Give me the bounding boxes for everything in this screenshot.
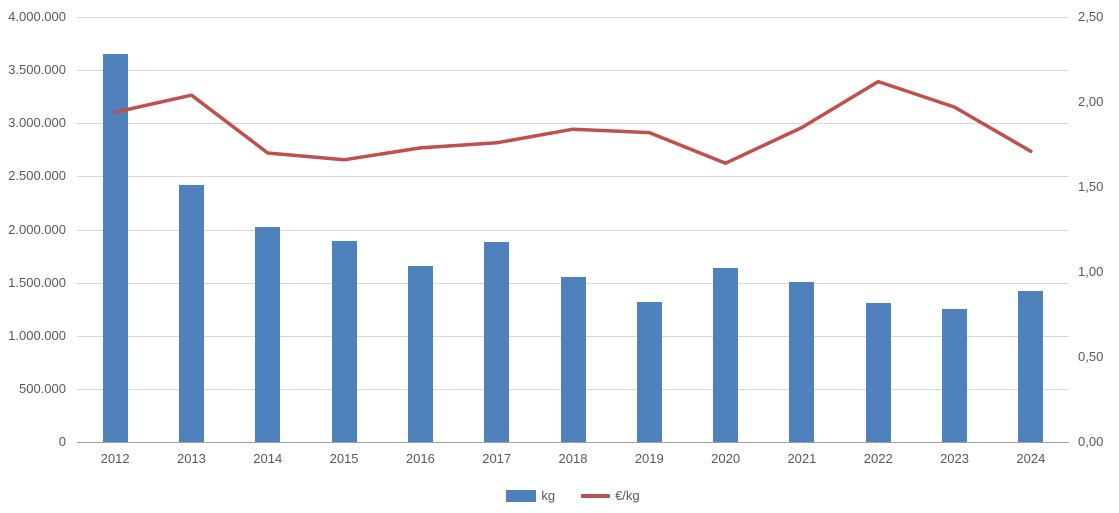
x-axis-label-2018: 2018 [558, 451, 588, 466]
legend-label-kg: kg [541, 488, 556, 503]
left-axis-tick-label: 0 [58, 434, 66, 449]
left-axis-tick-label: 4.000.000 [8, 9, 66, 24]
left-axis-tick-label: 3.000.000 [8, 115, 66, 131]
bar-2023 [942, 308, 968, 442]
right-axis-tick-label: 0,50 [1078, 349, 1104, 364]
legend-bar-swatch-icon [506, 489, 537, 502]
bar-2016 [407, 266, 433, 442]
right-axis-tick-label: 0,00 [1078, 434, 1104, 449]
x-axis-label-2017: 2017 [482, 451, 512, 466]
legend-item-kg: kg [506, 488, 555, 503]
gridline [77, 123, 1069, 125]
bar-2019 [636, 301, 662, 442]
left-axis-tick-label: 500.000 [19, 380, 66, 396]
right-axis-tick-label: 1,50 [1078, 179, 1104, 194]
legend-line-swatch-icon [581, 493, 611, 498]
gridline [77, 229, 1069, 231]
x-axis-label-2014: 2014 [253, 451, 283, 466]
bar-2024 [1018, 291, 1044, 442]
bar-2013 [178, 184, 204, 442]
bar-2014 [255, 226, 281, 442]
left-axis-tick-label: 2.000.000 [8, 221, 66, 237]
left-axis-tick-label: 1.000.000 [8, 327, 66, 343]
x-axis-label-2016: 2016 [405, 451, 435, 466]
x-axis-line [77, 442, 1069, 443]
bar-2018 [560, 276, 586, 442]
x-axis-label-2022: 2022 [863, 451, 893, 466]
left-axis-tick-label: 3.500.000 [8, 62, 66, 78]
bar-2020 [713, 267, 739, 442]
x-axis-label-2013: 2013 [176, 451, 206, 466]
chart-legend: kg €/kg [77, 488, 1069, 503]
x-axis-label-2021: 2021 [787, 451, 817, 466]
right-axis-tick-label: 2,50 [1078, 9, 1104, 24]
right-axis-tick-label: 1,00 [1078, 264, 1104, 279]
gridline [77, 70, 1069, 72]
x-axis-label-2015: 2015 [329, 451, 359, 466]
legend-item-eur-per-kg: €/kg [581, 488, 640, 503]
right-axis-tick-label: 2,00 [1078, 94, 1104, 109]
x-axis-label-2012: 2012 [100, 451, 130, 466]
bar-2015 [331, 240, 357, 442]
x-axis-label-2020: 2020 [711, 451, 741, 466]
gridline [77, 176, 1069, 178]
x-axis-label-2019: 2019 [634, 451, 664, 466]
left-axis-tick-label: 2.500.000 [8, 168, 66, 184]
bar-2021 [789, 282, 815, 442]
bar-2012 [102, 54, 128, 442]
x-axis-label-2023: 2023 [940, 451, 969, 466]
bar-2022 [865, 302, 891, 442]
x-axis-label-2024: 2024 [1016, 451, 1046, 466]
legend-label-eur-per-kg: €/kg [615, 488, 640, 503]
left-axis-tick-label: 1.500.000 [8, 274, 66, 290]
bar-2017 [484, 241, 510, 442]
gridline [77, 17, 1069, 18]
